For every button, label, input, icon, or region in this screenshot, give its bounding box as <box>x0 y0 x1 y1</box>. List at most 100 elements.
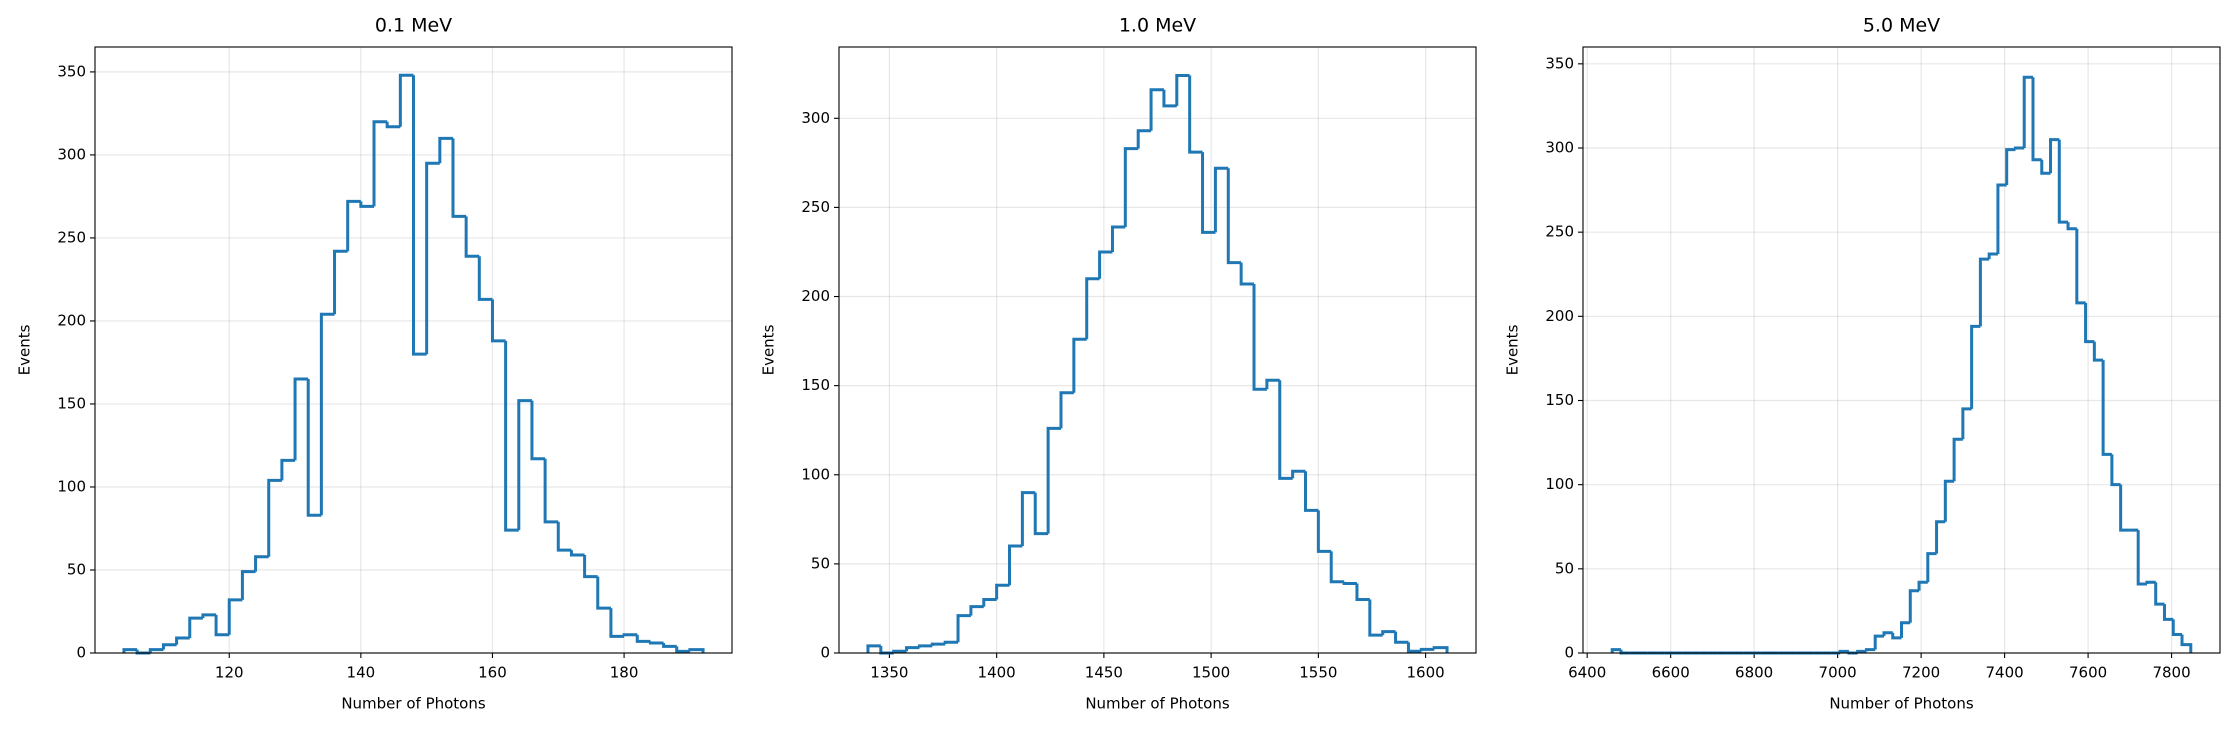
histogram-step <box>148 648 164 653</box>
histogram-step <box>1900 621 1911 638</box>
histogram-step <box>1149 88 1164 131</box>
histogram-step <box>1342 581 1357 585</box>
histogram-step <box>293 377 309 461</box>
histogram-step <box>398 73 414 127</box>
y-axis-label: Events <box>760 324 778 375</box>
histogram-step <box>2005 148 2016 186</box>
y-tick-label: 100 <box>801 465 830 483</box>
histogram-step <box>1873 634 1884 650</box>
histogram-step <box>214 614 230 637</box>
chart-title: 0.1 MeV <box>375 15 452 37</box>
histogram-step <box>635 634 651 643</box>
histogram-step <box>1908 589 1920 623</box>
histogram-step <box>1864 648 1876 652</box>
x-tick-label: 1550 <box>1299 664 1337 682</box>
histogram-step <box>1610 648 1621 653</box>
y-tick-label: 350 <box>57 62 86 80</box>
histogram-step <box>1961 407 1972 440</box>
x-tick-label: 7600 <box>2069 664 2107 682</box>
y-tick-label: 300 <box>1545 139 1574 157</box>
histogram-step <box>530 400 546 461</box>
histogram-step <box>240 570 256 600</box>
histogram-step <box>2022 75 2033 148</box>
histogram-step <box>2162 604 2174 621</box>
histogram-step <box>188 616 203 639</box>
histogram-step <box>2154 582 2165 606</box>
histogram-step <box>1162 89 1177 108</box>
histogram-step <box>917 644 933 648</box>
histogram-step <box>688 648 705 653</box>
y-tick-label: 100 <box>57 477 86 495</box>
histogram-step <box>1033 492 1049 536</box>
histogram-step <box>1316 510 1332 553</box>
x-tick-label: 7800 <box>2152 664 2190 682</box>
histogram-step <box>1432 646 1449 653</box>
histogram-step <box>675 646 690 653</box>
x-tick-label: 1400 <box>978 664 1016 682</box>
histogram-step <box>359 201 375 208</box>
histogram-step <box>1136 129 1152 149</box>
y-tick-label: 50 <box>67 560 86 578</box>
x-tick-label: 1600 <box>1407 664 1445 682</box>
chart-title: 5.0 MeV <box>1863 15 1940 37</box>
y-tick-label: 150 <box>1545 391 1574 409</box>
histogram-step <box>1226 168 1242 265</box>
histogram-step <box>2013 146 2025 150</box>
y-axis-label: Events <box>16 324 34 375</box>
x-tick-label: 1450 <box>1085 664 1123 682</box>
histogram-step <box>227 598 243 635</box>
histogram-step <box>1265 378 1280 390</box>
y-tick-label: 300 <box>57 145 86 163</box>
histogram-step <box>2040 159 2051 175</box>
histogram-step <box>438 136 453 164</box>
histogram-step <box>412 75 427 356</box>
histogram-step <box>622 633 638 637</box>
histogram-step <box>1201 152 1216 234</box>
histogram-step <box>1987 252 1998 260</box>
histogram-step <box>175 636 190 645</box>
histogram-step <box>1943 479 1955 522</box>
histogram-step <box>372 120 388 207</box>
y-tick-label: 350 <box>1545 54 1574 72</box>
histogram-step <box>1278 380 1293 480</box>
histogram-step <box>1926 552 1937 583</box>
x-tick-label: 120 <box>215 664 244 682</box>
histogram-step <box>425 161 440 355</box>
histogram-step <box>2075 228 2086 305</box>
histogram-step <box>464 216 480 258</box>
x-axis-label: Number of Photons <box>1829 695 1974 713</box>
histogram-step <box>1419 647 1435 652</box>
histogram-step <box>1072 337 1087 393</box>
histogram-step <box>2119 484 2130 532</box>
histogram-step <box>1008 544 1023 586</box>
histogram-step <box>280 458 296 481</box>
histogram-step <box>2180 634 2193 653</box>
histogram-step <box>1891 632 1902 640</box>
histogram-step <box>1996 183 2007 255</box>
x-tick-label: 1500 <box>1192 664 1230 682</box>
histogram-step <box>161 643 177 650</box>
histogram-step <box>477 256 493 301</box>
histogram-step <box>1970 324 1981 409</box>
histogram-step <box>451 138 467 218</box>
x-tick-label: 1350 <box>870 664 908 682</box>
histogram-step <box>1175 74 1190 106</box>
histogram-step <box>879 645 894 655</box>
histogram-step <box>569 550 585 557</box>
histogram-step <box>543 458 559 524</box>
y-tick-label: 100 <box>1545 475 1574 493</box>
y-tick-label: 200 <box>57 311 86 329</box>
y-tick-label: 0 <box>820 644 830 662</box>
y-tick-label: 0 <box>76 644 86 662</box>
histogram-step <box>892 649 907 653</box>
y-axis-label: Events <box>1504 324 1522 375</box>
x-tick-label: 6800 <box>1735 664 1773 682</box>
histogram-step <box>2101 360 2112 456</box>
histogram-step <box>969 605 984 616</box>
histogram-step <box>1935 520 1946 554</box>
y-tick-label: 250 <box>1545 223 1574 241</box>
histogram-step <box>662 643 677 648</box>
y-tick-label: 200 <box>801 287 830 305</box>
x-tick-label: 180 <box>610 664 639 682</box>
histogram-step <box>2136 530 2147 586</box>
